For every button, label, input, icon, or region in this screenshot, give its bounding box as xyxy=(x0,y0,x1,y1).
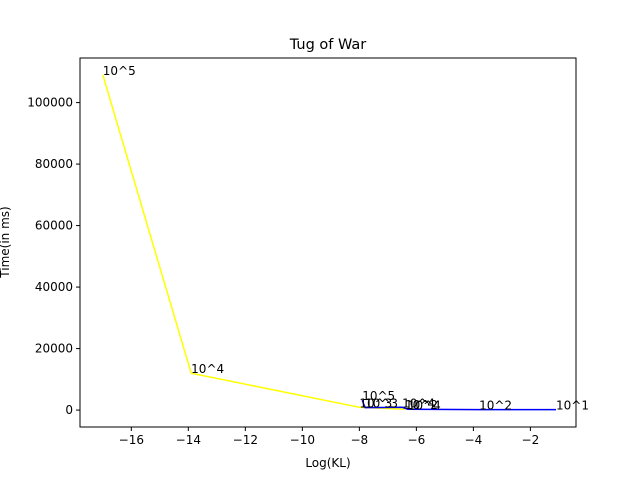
y-axis: 0 20000 40000 60000 80000 100000 xyxy=(27,96,80,417)
y-tick-label: 0 xyxy=(65,403,73,417)
series-line-1 xyxy=(102,74,406,410)
series-layer xyxy=(102,74,556,411)
x-tick-label: −16 xyxy=(119,433,144,447)
x-tick-label: −14 xyxy=(176,433,201,447)
point-label: 10^5 xyxy=(362,389,395,403)
x-tick-label: −2 xyxy=(522,433,540,447)
series-line-2 xyxy=(361,399,556,411)
x-axis: −16 −14 −12 −10 −8 −6 −4 −2 xyxy=(119,427,540,447)
point-label: 10^5 xyxy=(103,64,136,78)
y-tick-label: 20000 xyxy=(35,342,73,356)
y-tick-label: 40000 xyxy=(35,280,73,294)
point-label: 10^2 xyxy=(479,399,512,413)
point-label: 10^4 xyxy=(408,398,441,412)
point-label: 10^3 xyxy=(359,396,392,410)
point-label: 10^4 xyxy=(402,396,435,410)
y-tick-label: 100000 xyxy=(27,96,73,110)
x-tick-label: −10 xyxy=(290,433,315,447)
x-tick-label: −12 xyxy=(233,433,258,447)
point-label: 10^2 xyxy=(405,398,438,412)
y-tick-label: 60000 xyxy=(35,219,73,233)
point-label: 10^4 xyxy=(191,362,224,376)
x-axis-label: Log(KL) xyxy=(305,456,350,470)
x-tick-label: −6 xyxy=(408,433,426,447)
y-axis-label: Time(in ms) xyxy=(0,206,12,278)
x-tick-label: −4 xyxy=(465,433,483,447)
point-label: 10^1 xyxy=(556,399,589,413)
chart-title: Tug of War xyxy=(289,37,367,53)
y-tick-label: 80000 xyxy=(35,157,73,171)
point-label: 10^3 xyxy=(365,397,398,411)
plot-frame xyxy=(79,57,577,428)
point-label-layer: 10^510^410^3 10^210^510^3 10^410^4 10^2 10^1 xyxy=(103,64,589,413)
x-tick-label: −8 xyxy=(351,433,369,447)
